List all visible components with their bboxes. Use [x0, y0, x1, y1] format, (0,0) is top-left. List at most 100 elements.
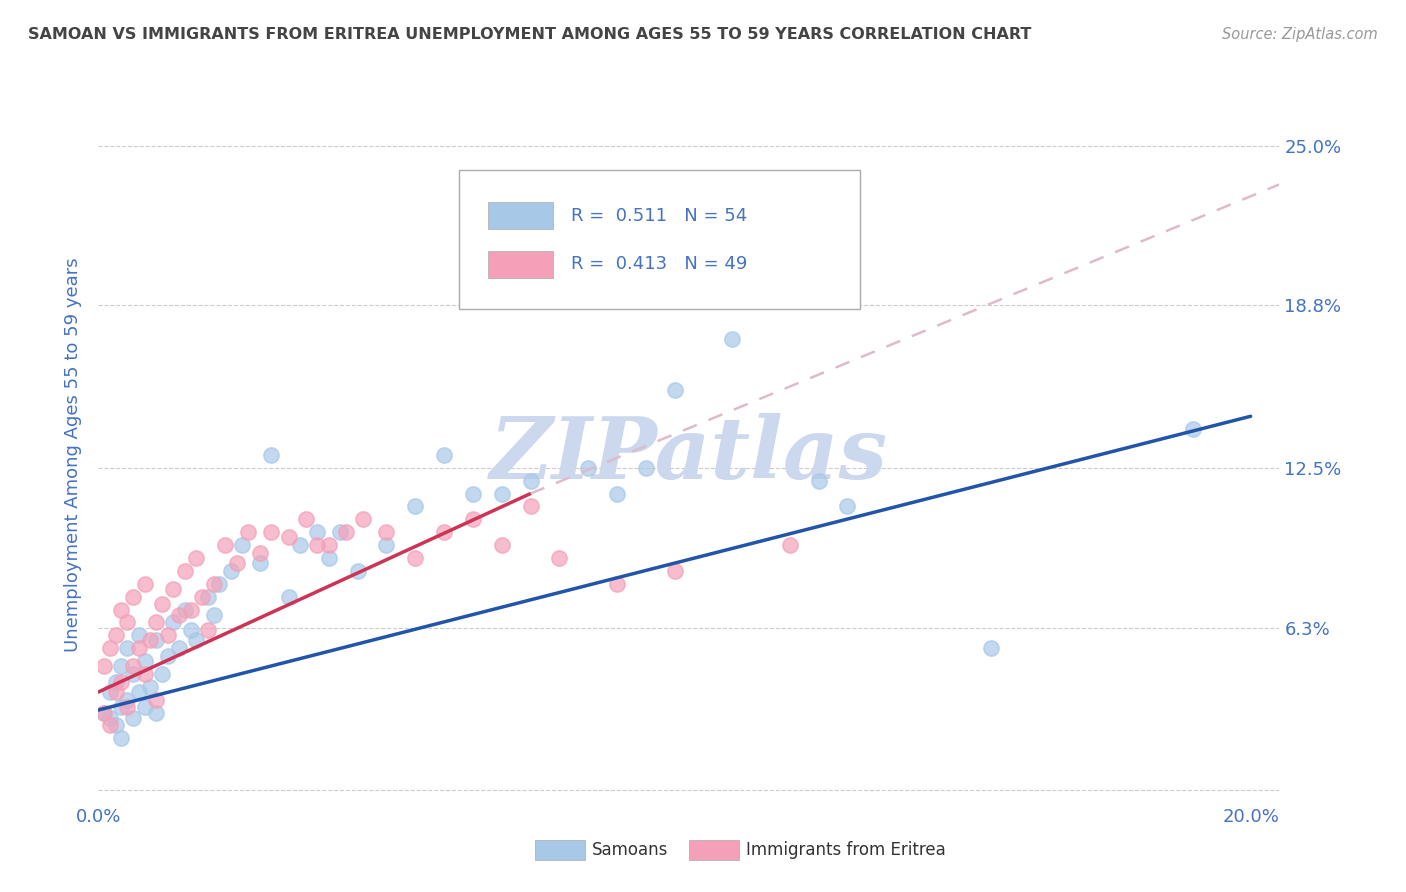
- Point: [779, 538, 801, 552]
- Point: [98, 685, 121, 699]
- Point: [238, 525, 260, 540]
- Point: [664, 564, 686, 578]
- Point: [180, 602, 202, 616]
- Point: [122, 590, 145, 604]
- Text: R =  0.511   N = 54: R = 0.511 N = 54: [571, 207, 747, 225]
- Point: [98, 711, 121, 725]
- Text: Source: ZipAtlas.com: Source: ZipAtlas.com: [1222, 27, 1378, 42]
- Point: [128, 685, 150, 699]
- Point: [1182, 422, 1205, 436]
- Point: [346, 564, 368, 578]
- Point: [260, 448, 283, 462]
- Point: [128, 628, 150, 642]
- Point: [115, 700, 138, 714]
- Point: [295, 512, 318, 526]
- Point: [375, 525, 398, 540]
- Point: [219, 564, 242, 578]
- Point: [329, 525, 352, 540]
- Point: [139, 680, 162, 694]
- Point: [277, 590, 299, 604]
- Y-axis label: Unemployment Among Ages 55 to 59 years: Unemployment Among Ages 55 to 59 years: [65, 258, 83, 652]
- Point: [145, 633, 167, 648]
- Point: [134, 576, 156, 591]
- Point: [249, 556, 271, 570]
- Point: [98, 718, 121, 732]
- Point: [461, 486, 484, 500]
- Point: [352, 512, 374, 526]
- Point: [122, 711, 145, 725]
- Point: [104, 674, 127, 689]
- Point: [173, 564, 195, 578]
- Point: [104, 628, 127, 642]
- Text: ZIPatlas: ZIPatlas: [489, 413, 889, 497]
- Point: [807, 474, 830, 488]
- Point: [191, 590, 214, 604]
- FancyBboxPatch shape: [689, 840, 738, 860]
- Point: [150, 598, 173, 612]
- Point: [231, 538, 253, 552]
- Point: [404, 551, 426, 566]
- FancyBboxPatch shape: [488, 251, 553, 277]
- Point: [225, 556, 247, 570]
- Point: [375, 538, 398, 552]
- Point: [134, 700, 156, 714]
- Point: [197, 590, 219, 604]
- Text: Immigrants from Eritrea: Immigrants from Eritrea: [745, 841, 945, 859]
- Point: [202, 607, 225, 622]
- Point: [104, 685, 127, 699]
- Point: [180, 623, 202, 637]
- Point: [202, 576, 225, 591]
- Text: Samoans: Samoans: [592, 841, 668, 859]
- Point: [139, 633, 162, 648]
- Point: [167, 641, 190, 656]
- Point: [110, 602, 132, 616]
- Point: [980, 641, 1002, 656]
- Point: [249, 546, 271, 560]
- Point: [260, 525, 283, 540]
- Point: [156, 648, 179, 663]
- Point: [433, 525, 456, 540]
- Point: [288, 538, 311, 552]
- Point: [122, 667, 145, 681]
- Point: [837, 500, 859, 514]
- FancyBboxPatch shape: [488, 202, 553, 229]
- Point: [318, 551, 340, 566]
- Point: [115, 641, 138, 656]
- Point: [156, 628, 179, 642]
- Point: [491, 486, 513, 500]
- Point: [93, 706, 115, 720]
- Point: [145, 692, 167, 706]
- Point: [548, 551, 571, 566]
- Point: [110, 700, 132, 714]
- Point: [576, 460, 599, 475]
- FancyBboxPatch shape: [458, 169, 860, 309]
- Point: [167, 607, 190, 622]
- Point: [461, 512, 484, 526]
- Point: [318, 538, 340, 552]
- Point: [128, 641, 150, 656]
- Point: [173, 602, 195, 616]
- Point: [277, 530, 299, 544]
- FancyBboxPatch shape: [536, 840, 585, 860]
- Point: [162, 582, 184, 596]
- Point: [186, 633, 208, 648]
- Point: [115, 692, 138, 706]
- Text: SAMOAN VS IMMIGRANTS FROM ERITREA UNEMPLOYMENT AMONG AGES 55 TO 59 YEARS CORRELA: SAMOAN VS IMMIGRANTS FROM ERITREA UNEMPL…: [28, 27, 1032, 42]
- Point: [606, 576, 628, 591]
- Point: [404, 500, 426, 514]
- Point: [307, 538, 329, 552]
- Point: [145, 615, 167, 630]
- Point: [93, 659, 115, 673]
- Text: R =  0.413   N = 49: R = 0.413 N = 49: [571, 255, 747, 273]
- Point: [214, 538, 236, 552]
- Point: [115, 615, 138, 630]
- Point: [208, 576, 231, 591]
- Point: [664, 384, 686, 398]
- Point: [519, 474, 541, 488]
- Point: [104, 718, 127, 732]
- Point: [134, 667, 156, 681]
- Point: [519, 500, 541, 514]
- Point: [110, 731, 132, 746]
- Point: [98, 641, 121, 656]
- Point: [134, 654, 156, 668]
